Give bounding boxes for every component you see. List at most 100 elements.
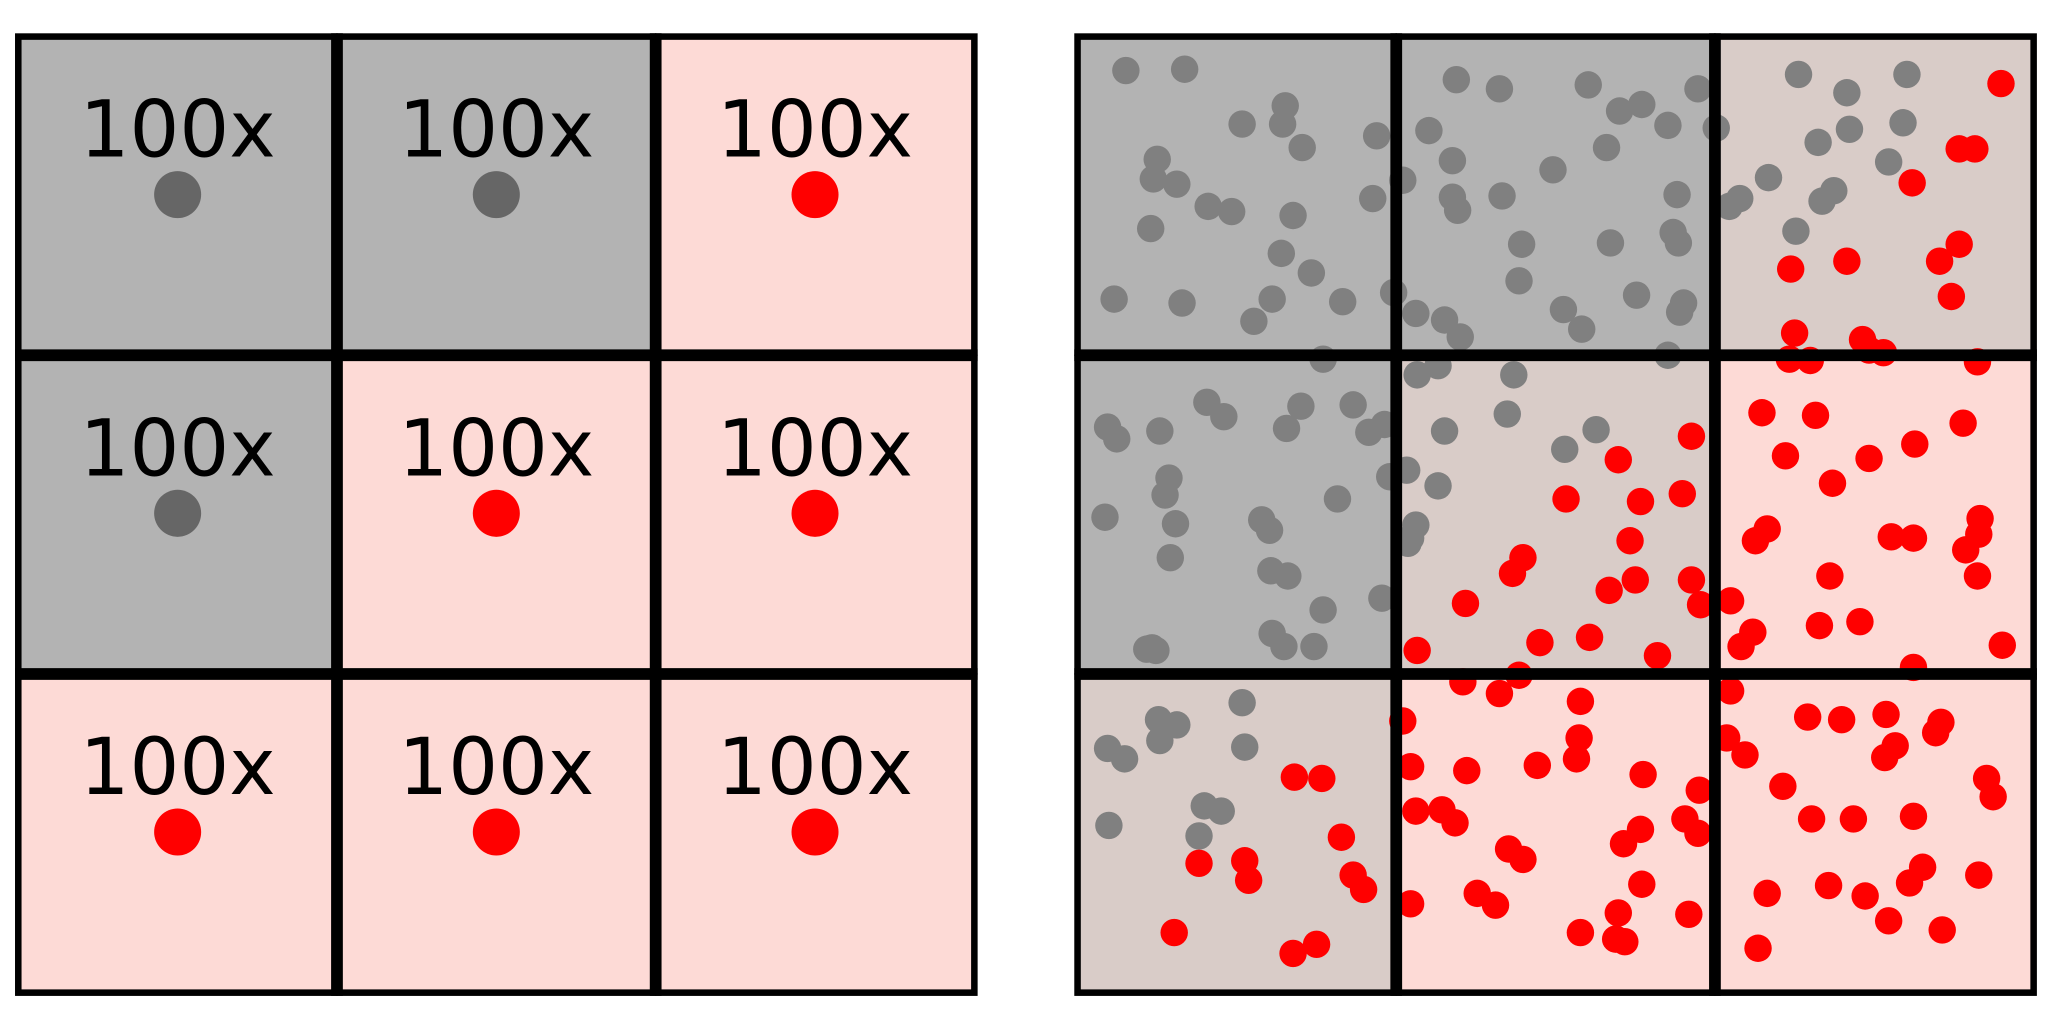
cell-count-label: 100x — [717, 722, 913, 813]
gray-dot — [1403, 361, 1431, 389]
red-dot — [1877, 523, 1905, 551]
red-dot — [1616, 527, 1644, 555]
gray-dot — [1493, 400, 1521, 428]
gray-dot — [1596, 229, 1625, 257]
gray-dot — [1628, 90, 1656, 119]
red-dot — [1739, 618, 1767, 646]
gray-dot — [1402, 299, 1430, 328]
gray-dot — [1161, 510, 1190, 538]
red-dot — [1898, 169, 1926, 197]
red-dot — [1748, 399, 1776, 427]
red-dot — [1498, 559, 1527, 588]
red-dot — [472, 808, 520, 856]
gray-dot — [1268, 110, 1297, 138]
gray-dot — [1103, 425, 1131, 453]
red-dot — [1562, 745, 1591, 773]
red-dot — [1686, 591, 1715, 619]
gray-dot — [1665, 298, 1694, 326]
red-dot — [1901, 430, 1929, 458]
right-grid-cell-2-2 — [1396, 355, 1715, 674]
red-dot — [1441, 809, 1469, 837]
gray-dot — [1228, 110, 1256, 138]
red-dot — [1402, 797, 1430, 825]
red-dot — [1453, 756, 1481, 785]
gray-dot — [1112, 56, 1140, 85]
red-dot — [1677, 422, 1706, 450]
red-dot — [1565, 724, 1593, 752]
gray-dot — [1582, 416, 1610, 444]
red-dot — [1279, 939, 1307, 968]
gray-dot — [1151, 481, 1179, 509]
red-dot — [1485, 679, 1514, 708]
gray-dot — [1782, 217, 1810, 245]
red-dot — [1949, 409, 1977, 437]
red-dot — [1677, 566, 1706, 594]
red-dot — [1833, 247, 1861, 275]
gray-dot — [1185, 822, 1213, 850]
gray-dot — [1139, 165, 1168, 193]
red-dot — [1952, 536, 1980, 564]
cell-count-label: 100x — [80, 722, 276, 813]
gray-dot — [1574, 71, 1602, 99]
right-grid-frame — [1074, 33, 2037, 996]
gray-dot — [1804, 128, 1832, 157]
red-dot — [1945, 230, 1973, 258]
right-grid-cell-3-2 — [1396, 673, 1715, 993]
red-dot — [1855, 444, 1883, 473]
gray-dot — [1833, 79, 1861, 107]
red-dot — [1965, 861, 1993, 889]
gray-dot — [1163, 170, 1191, 198]
gray-dot — [1622, 281, 1651, 309]
red-dot — [1827, 705, 1856, 734]
red-dot — [1185, 849, 1213, 878]
red-dot — [1526, 628, 1554, 657]
gray-dot — [1754, 163, 1783, 192]
red-dot — [1675, 900, 1703, 928]
red-dot — [1741, 527, 1770, 555]
red-dot — [1509, 845, 1537, 874]
gray-dot — [1274, 562, 1302, 590]
red-dot — [1604, 446, 1632, 474]
gray-dot — [1362, 122, 1391, 150]
red-dot — [1793, 703, 1822, 731]
red-dot — [1621, 566, 1649, 594]
cell-count-label: 100x — [717, 85, 913, 176]
gray-dot — [1430, 417, 1459, 445]
red-dot — [1818, 469, 1847, 497]
gray-dot — [1267, 239, 1296, 268]
red-dot — [1731, 741, 1759, 769]
cell-count-label: 100x — [398, 85, 594, 176]
gray-dot — [1270, 632, 1298, 661]
gray-dot — [1549, 295, 1578, 324]
red-dot — [1851, 882, 1879, 910]
gray-dot — [1485, 75, 1514, 103]
red-dot — [1668, 480, 1696, 508]
gray-dot — [1231, 733, 1259, 761]
red-dot — [1716, 677, 1745, 705]
red-dot — [1566, 687, 1595, 716]
gray-dot — [1808, 187, 1836, 215]
gray-dot — [1095, 811, 1123, 840]
red-dot — [1566, 918, 1595, 947]
gray-dot — [1551, 435, 1579, 464]
red-dot — [1871, 743, 1899, 772]
red-dot — [1961, 135, 1989, 163]
red-dot — [1899, 802, 1928, 831]
gray-dot — [1100, 285, 1128, 313]
red-dot — [1937, 282, 1966, 311]
gray-dot — [1605, 97, 1634, 125]
gray-dot — [1240, 307, 1268, 336]
gray-dot — [1091, 503, 1119, 531]
gray-dot — [1142, 636, 1170, 665]
red-dot — [1872, 700, 1900, 729]
gray-dot — [1874, 148, 1903, 176]
red-dot — [1626, 487, 1655, 516]
red-dot — [791, 171, 839, 219]
gray-dot — [1309, 596, 1337, 624]
red-dot — [1611, 928, 1639, 956]
gray-dot — [1488, 182, 1516, 210]
gray-dot — [1258, 285, 1286, 313]
red-dot — [1451, 589, 1480, 618]
gray-dot — [1507, 230, 1536, 258]
